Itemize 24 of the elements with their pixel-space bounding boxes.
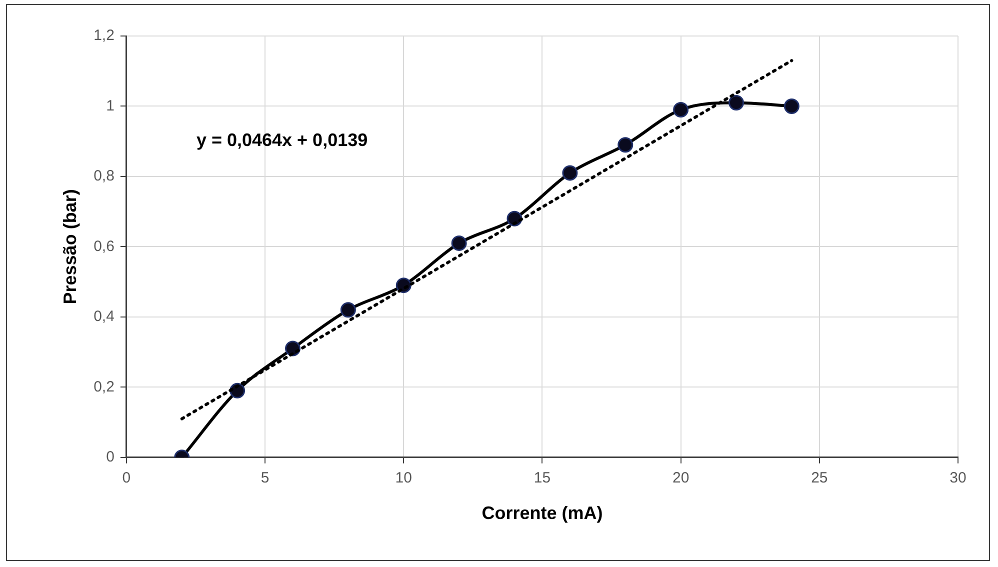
point [562, 165, 578, 181]
x-tick-label: 5 [260, 470, 270, 487]
point [784, 98, 800, 114]
y-tick-label: 1,2 [94, 27, 114, 44]
x-tick-label: 20 [672, 470, 690, 487]
y-axis-title: Pressão (bar) [60, 189, 80, 304]
x-tick-label: 15 [534, 470, 551, 487]
y-tick-label: 1 [106, 97, 114, 114]
point [673, 102, 689, 118]
point [451, 235, 467, 251]
y-tick-label: 0,4 [94, 308, 114, 326]
point [340, 302, 356, 318]
point [618, 137, 634, 153]
x-axis-title: Corrente (mA) [482, 503, 603, 524]
y-tick-label: 0 [106, 448, 114, 466]
y-tick-label: 0,8 [94, 168, 114, 185]
annotation: y = 0,0464x + 0,0139 [196, 130, 368, 150]
point [728, 94, 744, 110]
x-tick-label: 0 [122, 470, 131, 487]
y-tick-label: 0,6 [94, 238, 114, 255]
x-tick-label: 30 [950, 470, 966, 487]
x-tick-label: 10 [395, 470, 412, 487]
x-tick-label: 25 [811, 470, 828, 487]
y-tick-label: 0,2 [94, 378, 114, 396]
